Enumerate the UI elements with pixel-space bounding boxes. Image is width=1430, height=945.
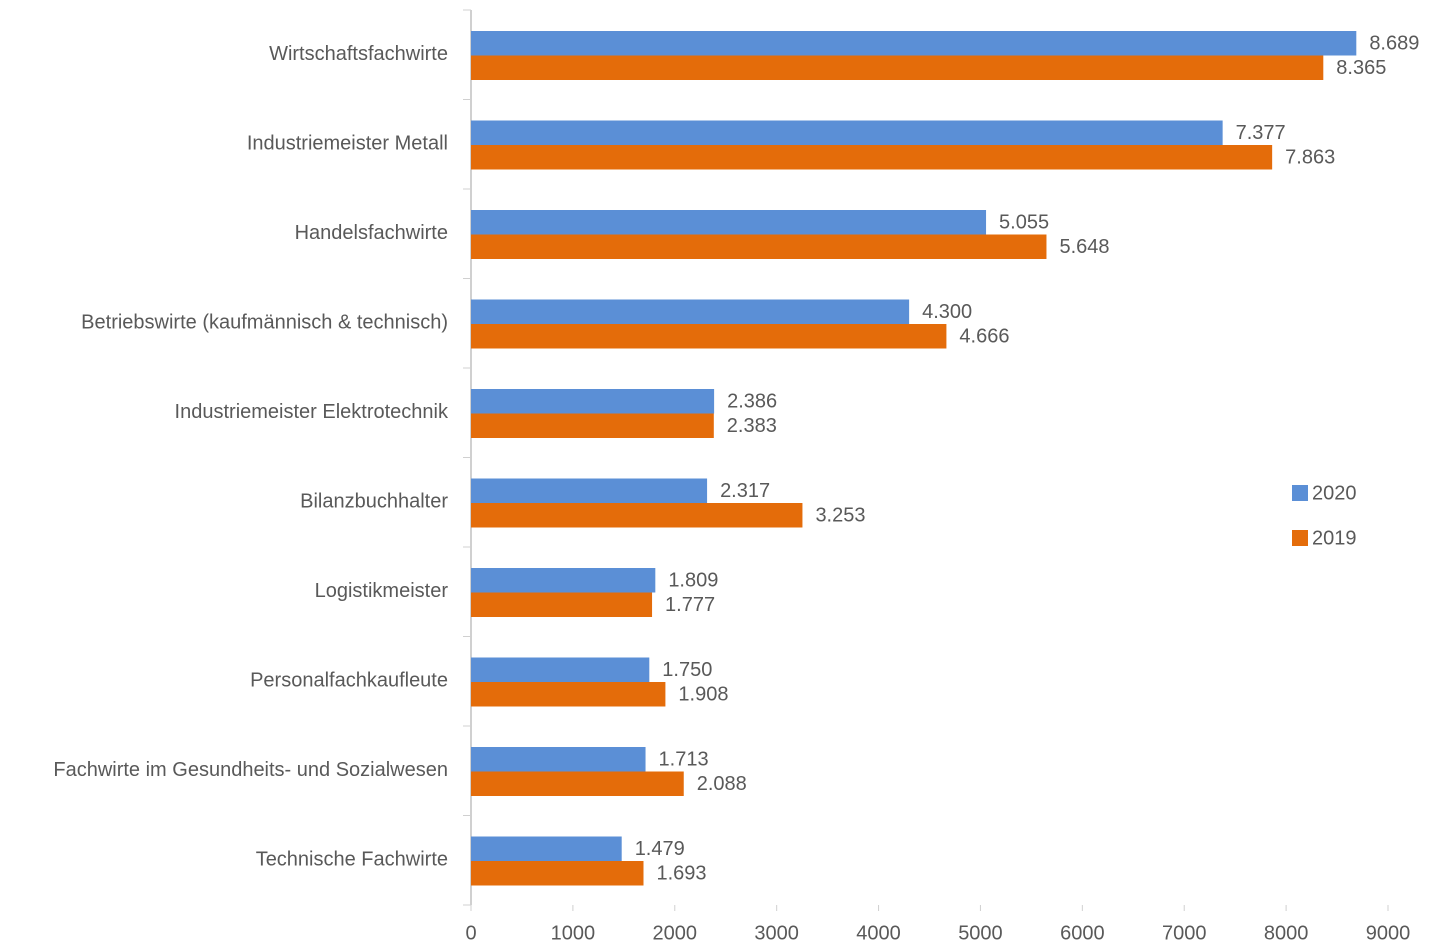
y-tick-label: Industriemeister Elektrotechnik — [175, 401, 449, 423]
x-tick-label: 0 — [465, 922, 476, 944]
value-label: 2.088 — [697, 773, 747, 795]
value-label: 1.809 — [668, 570, 718, 592]
bar — [471, 682, 666, 707]
value-label: 2.317 — [720, 480, 770, 502]
x-tick-label: 3000 — [754, 922, 799, 944]
x-tick-label: 7000 — [1162, 922, 1207, 944]
value-label: 7.863 — [1285, 147, 1335, 169]
y-tick-label: Personalfachkaufleute — [250, 670, 448, 692]
value-label: 1.777 — [665, 594, 715, 616]
x-tick-label: 8000 — [1264, 922, 1309, 944]
value-label: 1.750 — [662, 659, 712, 681]
bar — [471, 389, 715, 414]
value-label: 2.386 — [727, 391, 777, 413]
bar — [471, 568, 656, 593]
value-label: 5.648 — [1059, 236, 1109, 258]
value-label: 5.055 — [999, 212, 1049, 234]
y-tick-label: Bilanzbuchhalter — [300, 491, 448, 513]
bar — [471, 503, 803, 528]
legend-label: 2020 — [1312, 482, 1357, 504]
y-tick-label: Fachwirte im Gesundheits- und Sozialwese… — [53, 759, 448, 781]
value-label: 7.377 — [1236, 122, 1286, 144]
x-tick-label: 5000 — [958, 922, 1003, 944]
y-tick-label: Handelsfachwirte — [295, 222, 448, 244]
bar — [471, 234, 1047, 259]
bar — [471, 210, 987, 235]
value-label: 8.689 — [1369, 33, 1419, 55]
bar — [471, 145, 1273, 170]
x-tick-label: 6000 — [1060, 922, 1105, 944]
bar — [471, 120, 1223, 145]
y-tick-label: Betriebswirte (kaufmännisch & technisch) — [81, 312, 448, 334]
value-label: 2.383 — [727, 415, 777, 437]
value-label: 8.365 — [1336, 57, 1386, 79]
bar — [471, 31, 1357, 56]
bar — [471, 413, 714, 438]
y-tick-label: Industriemeister Metall — [247, 133, 448, 155]
bar — [471, 836, 622, 861]
bar — [471, 747, 646, 772]
bar — [471, 324, 947, 349]
value-label: 3.253 — [815, 505, 865, 527]
value-label: 1.713 — [659, 749, 709, 771]
x-tick-label: 1000 — [551, 922, 596, 944]
bar — [471, 592, 653, 617]
legend-label: 2019 — [1312, 527, 1357, 549]
bar — [471, 861, 644, 886]
bar — [471, 299, 910, 324]
value-label: 1.908 — [678, 684, 728, 706]
value-label: 1.693 — [656, 863, 706, 885]
bar — [471, 478, 708, 503]
y-tick-label: Wirtschaftsfachwirte — [269, 43, 448, 65]
x-tick-label: 2000 — [653, 922, 698, 944]
y-tick-label: Logistikmeister — [315, 580, 449, 602]
bar — [471, 771, 684, 796]
x-tick-label: 4000 — [856, 922, 901, 944]
y-tick-label: Technische Fachwirte — [256, 849, 448, 871]
value-label: 4.666 — [959, 326, 1009, 348]
legend-swatch — [1292, 530, 1308, 546]
x-tick-label: 9000 — [1366, 922, 1411, 944]
value-label: 4.300 — [922, 301, 972, 323]
value-label: 1.479 — [635, 838, 685, 860]
legend-swatch — [1292, 485, 1308, 501]
bar — [471, 657, 650, 682]
bar — [471, 55, 1324, 80]
